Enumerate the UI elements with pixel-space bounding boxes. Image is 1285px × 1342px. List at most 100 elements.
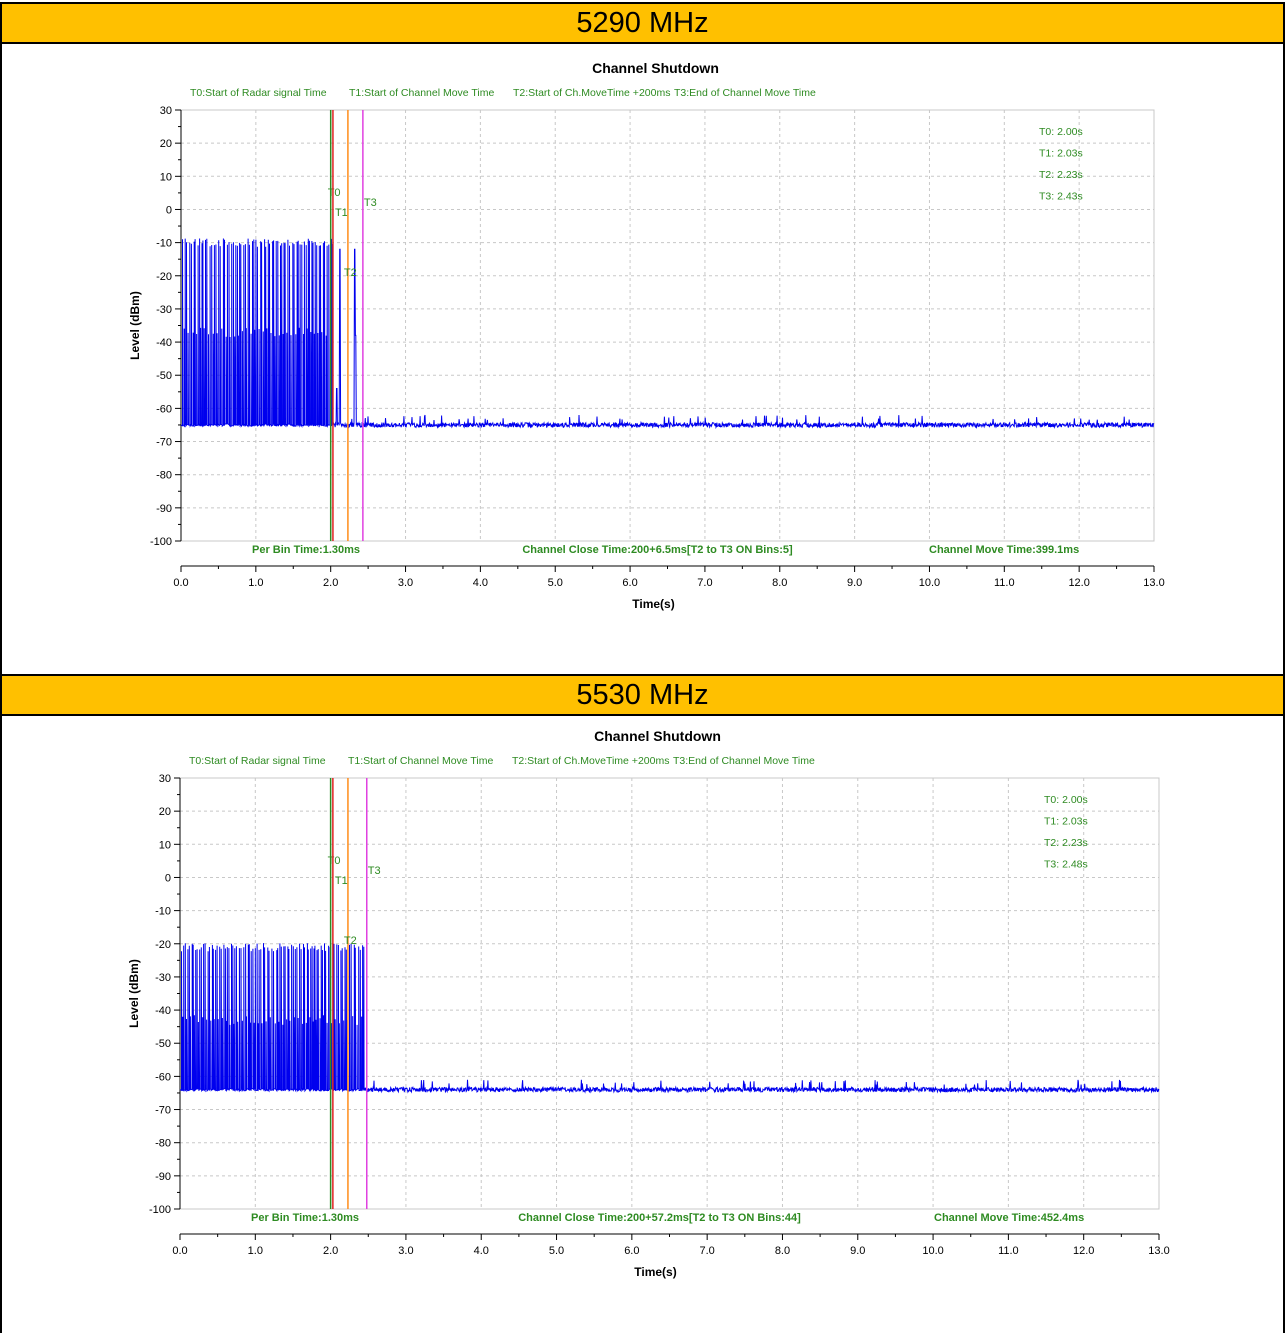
x-tick-label: 7.0 [697,577,712,589]
signal-trace [180,238,1155,430]
y-tick-label: -90 [155,1171,171,1183]
legend-entry: T3:End of Channel Move Time [674,87,816,99]
marker-time-readout: T1: 2.03s [1044,816,1088,828]
x-tick-label: 9.0 [847,577,862,589]
x-axis-label: Time(s) [632,597,674,611]
y-tick-label: -40 [156,337,172,349]
y-tick-label: 0 [165,872,171,884]
y-tick-label: -80 [155,1138,171,1150]
x-tick-label: 9.0 [850,1245,865,1257]
marker-label: T2 [344,935,357,947]
marker-label: T0 [328,855,341,867]
channel-move-time: Channel Move Time:452.4ms [934,1212,1084,1224]
x-tick-label: 10.0 [919,577,940,589]
y-tick-label: -60 [156,403,172,415]
y-tick-label: -40 [155,1005,171,1017]
legend-entry: T1:Start of Channel Move Time [349,87,494,99]
signal-trace [179,943,1160,1094]
marker-time-readout: T1: 2.03s [1039,148,1083,160]
channel-move-time: Channel Move Time:399.1ms [929,544,1079,556]
y-tick-label: 30 [160,105,172,117]
x-tick-label: 4.0 [474,1245,489,1257]
frequency-header: 5290 MHz [0,2,1285,44]
y-tick-label: -10 [155,906,171,918]
y-tick-label: -20 [155,939,171,951]
channel-close-time: Channel Close Time:200+6.5ms[T2 to T3 ON… [522,544,793,556]
x-tick-label: 11.0 [998,1245,1019,1257]
chart-title: Channel Shutdown [594,728,721,744]
y-tick-label: -30 [155,972,171,984]
x-tick-label: 12.0 [1068,577,1089,589]
marker-label: T0 [328,187,341,199]
per-bin-time: Per Bin Time:1.30ms [251,1212,359,1224]
marker-label: T2 [344,267,357,279]
y-axis-label: Level (dBm) [127,959,141,1028]
frequency-header: 5530 MHz [0,674,1285,716]
y-tick-label: 30 [159,773,171,785]
x-tick-label: 6.0 [622,577,637,589]
x-tick-label: 0.0 [173,577,188,589]
legend-entry: T0:Start of Radar signal Time [189,755,326,767]
y-axis-label: Level (dBm) [128,291,142,360]
y-tick-label: -70 [156,437,172,449]
x-tick-label: 8.0 [775,1245,790,1257]
y-tick-label: -50 [156,370,172,382]
marker-label: T1 [335,207,348,219]
chart-title: Channel Shutdown [592,60,719,76]
channel-shutdown-chart: Channel Shutdown T0:Start of Radar signal… [128,60,1165,611]
x-tick-label: 13.0 [1143,577,1164,589]
marker-time-readout: T2: 2.23s [1039,169,1083,181]
marker-label: T3 [368,865,381,877]
legend-entry: T3:End of Channel Move Time [673,755,815,767]
legend-entry: T1:Start of Channel Move Time [348,755,493,767]
chart-panel-2: Channel Shutdown T0:Start of Radar signal… [4,716,1285,1342]
x-tick-label: 3.0 [398,1245,413,1257]
y-tick-label: 20 [160,138,172,150]
marker-time-readout: T3: 2.48s [1044,859,1088,871]
x-tick-label: 10.0 [922,1245,943,1257]
y-tick-label: -100 [150,536,172,548]
y-tick-label: 10 [159,839,171,851]
plot-area [180,109,1155,542]
x-tick-label: 12.0 [1073,1245,1094,1257]
marker-time-readout: T0: 2.00s [1039,126,1083,138]
chart-panel-1: Channel Shutdown T0:Start of Radar signal… [4,44,1285,670]
legend-entry: T0:Start of Radar signal Time [190,87,327,99]
x-tick-label: 8.0 [772,577,787,589]
y-tick-label: 10 [160,171,172,183]
x-tick-label: 1.0 [248,577,263,589]
x-tick-label: 6.0 [624,1245,639,1257]
channel-shutdown-chart: Channel Shutdown T0:Start of Radar signal… [127,728,1170,1279]
y-tick-label: 0 [166,204,172,216]
x-tick-label: 2.0 [323,577,338,589]
plot-area [179,777,1160,1210]
x-tick-label: 13.0 [1148,1245,1169,1257]
y-tick-label: 20 [159,806,171,818]
x-tick-label: 7.0 [700,1245,715,1257]
channel-close-time: Channel Close Time:200+57.2ms[T2 to T3 O… [518,1212,801,1224]
marker-label: T3 [364,197,377,209]
legend-entry: T2:Start of Ch.MoveTime +200ms [512,755,669,767]
x-tick-label: 5.0 [548,577,563,589]
marker-time-readout: T3: 2.43s [1039,191,1083,203]
y-tick-label: -70 [155,1105,171,1117]
marker-label: T1 [335,875,348,887]
x-tick-label: 2.0 [323,1245,338,1257]
y-tick-label: -50 [155,1038,171,1050]
y-tick-label: -10 [156,238,172,250]
y-tick-label: -100 [149,1204,171,1216]
marker-time-readout: T0: 2.00s [1044,794,1088,806]
y-tick-label: -80 [156,470,172,482]
y-tick-label: -60 [155,1071,171,1083]
legend-entry: T2:Start of Ch.MoveTime +200ms [513,87,670,99]
marker-time-readout: T2: 2.23s [1044,837,1088,849]
chart-section: Channel Shutdown T0:Start of Radar signal… [0,716,1285,1333]
x-tick-label: 3.0 [398,577,413,589]
x-tick-label: 4.0 [473,577,488,589]
chart-section: Channel Shutdown T0:Start of Radar signal… [0,44,1285,674]
x-tick-label: 11.0 [994,577,1015,589]
x-axis-label: Time(s) [634,1265,676,1279]
x-tick-label: 0.0 [172,1245,187,1257]
x-tick-label: 5.0 [549,1245,564,1257]
